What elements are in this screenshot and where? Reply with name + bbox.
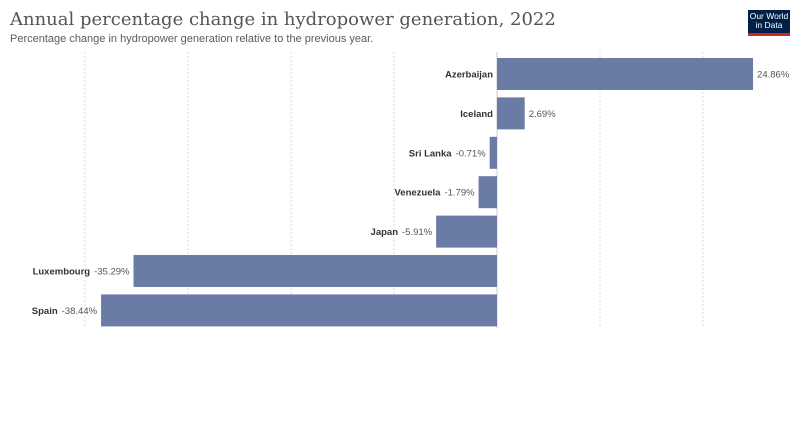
category-label-iceland: Iceland <box>460 109 493 120</box>
bar-luxembourg <box>133 255 497 287</box>
category-label-sri-lanka: Sri Lanka <box>409 148 452 159</box>
logo-line-1: Our World <box>749 11 789 21</box>
bars <box>101 58 754 327</box>
bar-sri-lanka <box>489 136 497 169</box>
category-label-venezuela: Venezuela <box>395 188 442 199</box>
owid-logo[interactable]: Our World in Data <box>748 10 790 36</box>
bar-iceland <box>497 97 525 130</box>
value-label-japan: -5.91% <box>402 227 433 238</box>
value-label-venezuela: -1.79% <box>444 188 475 199</box>
bar-spain <box>101 294 498 327</box>
bar-azerbaijan <box>497 58 754 90</box>
value-label-iceland: 2.69% <box>529 109 556 120</box>
category-label-azerbaijan: Azerbaijan <box>445 70 493 81</box>
bar-japan <box>436 215 497 248</box>
bar-venezuela <box>478 176 497 209</box>
logo-line-2: in Data <box>755 20 783 30</box>
category-label-luxembourg: Luxembourg <box>33 267 91 278</box>
value-label-azerbaijan: 24.86% <box>757 70 790 81</box>
labels: Azerbaijan 24.86% Iceland 2.69% -0.71% Sri La… <box>32 70 790 317</box>
value-label-luxembourg: -35.29% <box>94 267 130 278</box>
category-label-japan: Japan <box>371 227 399 238</box>
value-label-spain: -38.44% <box>62 306 98 317</box>
category-label-spain: Spain <box>32 306 58 317</box>
chart-title: Annual percentage change in hydropower g… <box>10 9 556 30</box>
chart-subtitle: Percentage change in hydropower generati… <box>10 33 374 45</box>
value-label-sri-lanka: -0.71% <box>456 148 487 159</box>
